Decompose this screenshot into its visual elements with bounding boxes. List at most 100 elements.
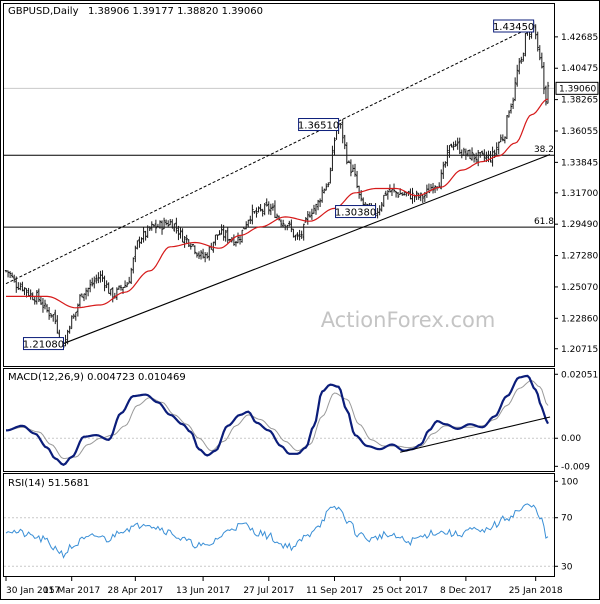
watermark: ActionForex.com: [321, 308, 496, 332]
price-annotation-label: 1.36510: [298, 121, 339, 132]
candle: [320, 186, 324, 203]
ohlc-values: 1.38906 1.39177 1.38820 1.39060: [88, 6, 263, 17]
candle: [123, 280, 127, 288]
candle: [281, 219, 285, 227]
candle: [312, 204, 316, 214]
candle: [78, 294, 82, 307]
candle: [489, 151, 492, 163]
price-annotation: 1.30380: [335, 205, 376, 219]
candle: [70, 315, 73, 330]
candle: [325, 183, 328, 191]
price-tick-label: 1.40475: [561, 64, 598, 74]
candle: [343, 134, 346, 150]
candle: [479, 152, 482, 158]
candle: [156, 223, 160, 228]
candle: [292, 228, 295, 238]
candle: [279, 219, 283, 227]
candle: [10, 272, 14, 278]
candle: [216, 234, 219, 240]
price-annotation-box: [493, 19, 535, 33]
price-annotation-label: 1.21080: [23, 340, 64, 351]
candle: [544, 85, 548, 106]
candle: [91, 277, 94, 287]
candle: [74, 311, 78, 321]
candle: [64, 334, 67, 347]
candle: [294, 234, 297, 241]
macd-line: [5, 374, 549, 467]
candle: [158, 220, 162, 229]
candle: [109, 288, 112, 296]
candle: [384, 190, 388, 197]
symbol-title: GBPUSD,Daily: [8, 6, 79, 17]
x-tick-label: 13 Jun 2017: [176, 586, 230, 596]
price-tick-label: 1.33845: [561, 158, 598, 168]
candle: [181, 228, 184, 243]
x-tick-label: 25 Jan 2018: [509, 586, 563, 596]
candle: [442, 161, 445, 179]
candle: [275, 213, 279, 219]
candle: [263, 202, 266, 216]
candle: [440, 169, 443, 190]
x-tick-label: 11 Sep 2017: [306, 586, 363, 596]
candle: [511, 97, 515, 109]
candle: [47, 306, 51, 320]
candle: [341, 119, 344, 144]
candle: [197, 251, 201, 259]
candle: [183, 236, 186, 248]
candle: [82, 293, 86, 302]
candle: [296, 232, 299, 240]
candle: [271, 203, 275, 211]
candle: [236, 232, 240, 244]
price-annotation-box: [298, 118, 340, 132]
price-panel-frame: [3, 3, 555, 367]
candle: [218, 230, 221, 236]
candle: [349, 159, 353, 177]
candle: [390, 189, 394, 196]
candle: [259, 204, 262, 212]
candle: [394, 191, 398, 198]
candle: [195, 252, 199, 258]
candle: [52, 314, 55, 322]
candle: [173, 223, 176, 232]
candle: [396, 192, 400, 198]
candle: [240, 229, 244, 243]
candle: [540, 52, 544, 69]
rsi-title: RSI(14) 51.5681: [8, 478, 89, 489]
candle: [505, 115, 509, 140]
price-tick-label: 1.22860: [561, 314, 598, 324]
candle: [193, 245, 197, 255]
fib-level-label: 38.2: [534, 145, 554, 155]
candle: [401, 192, 404, 196]
candle: [333, 137, 336, 156]
candle: [199, 250, 203, 260]
candle: [54, 309, 57, 325]
candle: [452, 141, 455, 151]
candle: [66, 329, 69, 345]
price-annotation: 1.36510: [298, 118, 340, 132]
candle: [166, 220, 170, 227]
candle: [448, 144, 451, 158]
candle: [127, 276, 131, 284]
candle: [503, 136, 507, 144]
candle: [251, 204, 254, 225]
x-tick-label: 25 Oct 2017: [372, 586, 428, 596]
candle: [226, 227, 229, 244]
candle: [419, 192, 422, 202]
macd-tick-label: 0.02051: [561, 370, 598, 380]
candle: [39, 296, 43, 305]
candle: [462, 147, 466, 156]
candle: [76, 303, 80, 317]
candle: [185, 234, 188, 244]
candle: [238, 235, 242, 245]
rsi-layer: [5, 503, 549, 559]
candle: [253, 210, 256, 214]
candle: [43, 299, 47, 310]
candle: [56, 315, 59, 334]
candle: [327, 182, 330, 188]
candle: [470, 147, 474, 161]
candle: [446, 145, 449, 167]
candle: [347, 160, 351, 164]
candle: [140, 237, 143, 244]
